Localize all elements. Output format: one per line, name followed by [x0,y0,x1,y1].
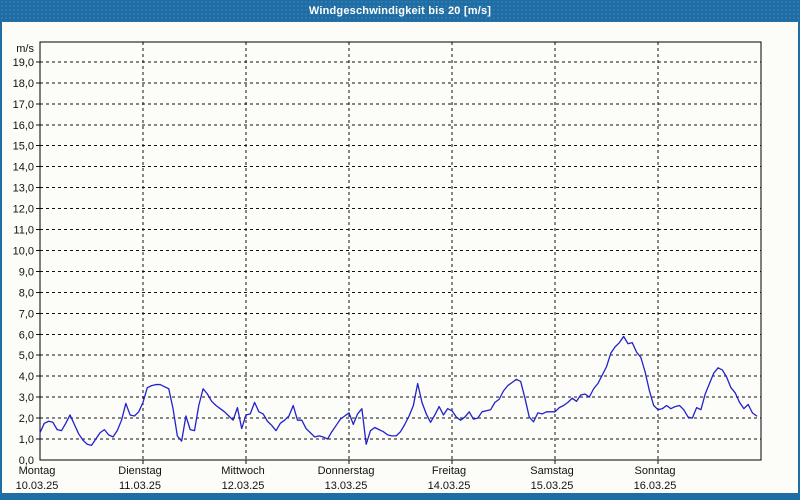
svg-text:Donnerstag: Donnerstag [318,465,375,477]
svg-text:10,0: 10,0 [13,245,34,257]
svg-text:Freitag: Freitag [432,465,466,477]
svg-text:10.03.25: 10.03.25 [16,480,59,492]
svg-text:3,0: 3,0 [19,392,34,404]
svg-text:15.03.25: 15.03.25 [531,480,574,492]
svg-text:1,0: 1,0 [19,434,34,446]
svg-text:18,0: 18,0 [13,78,34,90]
svg-text:11,0: 11,0 [13,225,34,237]
svg-text:Sonntag: Sonntag [635,465,676,477]
svg-text:14,0: 14,0 [13,162,34,174]
svg-text:Montag: Montag [19,465,56,477]
svg-text:15,0: 15,0 [13,141,34,153]
svg-text:4,0: 4,0 [19,371,34,383]
title-bar: Windgeschwindigkeit bis 20 [m/s] [0,0,800,22]
wind-chart-canvas: 1,0 2,0 3,0 4,0 5,0 6,0 7,0 8,0 9,0 10,0 11,0 12,0 1… [13,41,762,492]
chart-area: 1,0 2,0 3,0 4,0 5,0 6,0 7,0 8,0 9,0 10,0 11,0 12,0 1… [2,22,798,493]
svg-text:2,0: 2,0 [19,413,34,425]
svg-text:19,0: 19,0 [13,57,34,69]
svg-text:12.03.25: 12.03.25 [222,480,265,492]
svg-text:5,0: 5,0 [19,350,34,362]
svg-text:0,0: 0,0 [19,455,34,467]
svg-text:17,0: 17,0 [13,99,34,111]
svg-text:Mittwoch: Mittwoch [221,465,264,477]
svg-text:8,0: 8,0 [19,287,34,299]
svg-text:9,0: 9,0 [19,266,34,278]
svg-text:16.03.25: 16.03.25 [634,480,677,492]
svg-text:7,0: 7,0 [19,308,34,320]
svg-text:13,0: 13,0 [13,183,34,195]
svg-text:m/s: m/s [16,43,34,55]
svg-text:16,0: 16,0 [13,120,34,132]
svg-text:6,0: 6,0 [19,329,34,341]
svg-text:11.03.25: 11.03.25 [119,480,161,492]
svg-text:13.03.25: 13.03.25 [325,480,368,492]
svg-text:Samstag: Samstag [530,465,573,477]
svg-text:14.03.25: 14.03.25 [428,480,471,492]
window-title: Windgeschwindigkeit bis 20 [m/s] [308,5,492,17]
svg-text:Dienstag: Dienstag [118,465,161,477]
svg-text:12,0: 12,0 [13,204,34,216]
